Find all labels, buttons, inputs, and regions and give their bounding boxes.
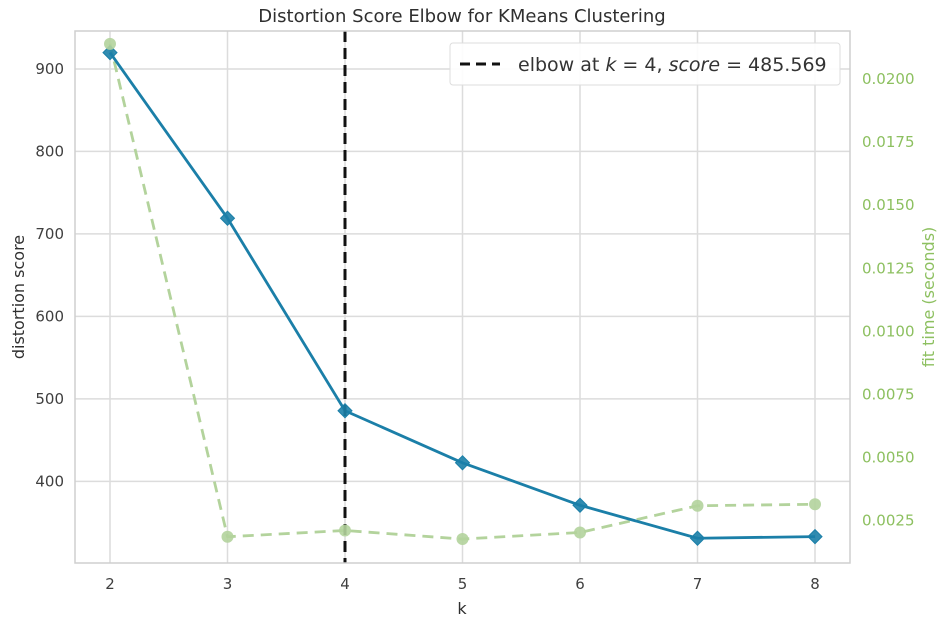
distortion-point	[219, 210, 236, 226]
y2-axis-label: fit time (seconds)	[919, 227, 938, 368]
legend: elbow at k = 4, score = 485.569	[449, 42, 841, 86]
y-tick-label: 500	[35, 390, 64, 408]
x-tick-label: 7	[693, 575, 703, 593]
legend-box	[449, 42, 841, 86]
y-axis-label: distortion score	[9, 235, 28, 359]
y-tick-label: 600	[35, 307, 64, 325]
fit-time-point	[104, 37, 116, 50]
distortion-point	[454, 455, 471, 471]
x-tick-label: 4	[340, 575, 350, 593]
legend-k-value: = 4,	[616, 54, 668, 76]
x-tick-label: 6	[575, 575, 585, 593]
distortion-point	[337, 403, 353, 419]
y2-tick-label: 0.0175	[862, 133, 915, 151]
x-tick-label: 8	[810, 575, 820, 593]
distortion-point	[689, 530, 706, 546]
plot-frame	[74, 30, 851, 564]
y-tick-label: 700	[35, 225, 64, 243]
y2-tick-label: 0.0050	[862, 448, 915, 466]
tick-labels: 2 3 4 5 6 7 8 400 500 600 700 800 900 0.0025 0.0050 0.0…	[35, 60, 914, 593]
y-tick-label: 400	[35, 472, 64, 490]
y2-tick-label: 0.0200	[862, 70, 915, 88]
distortion-point	[807, 528, 823, 545]
distortion-point	[572, 497, 588, 513]
y-tick-label: 900	[35, 60, 64, 78]
x-tick-label: 3	[223, 575, 233, 593]
legend-k-symbol: k	[605, 54, 617, 76]
legend-prefix: elbow at	[518, 54, 605, 76]
legend-score-value: = 485.569	[720, 54, 827, 76]
y2-tick-label: 0.0025	[862, 511, 915, 529]
fit-time-point	[221, 530, 234, 543]
x-axis-label: k	[457, 599, 467, 618]
distortion-point	[102, 44, 118, 61]
y2-tick-label: 0.0150	[862, 196, 915, 214]
fit-time-point	[809, 498, 821, 511]
y2-tick-label: 0.0075	[862, 385, 915, 403]
fit-time-point	[691, 499, 704, 512]
fit-time-point	[456, 533, 469, 546]
y2-tick-label: 0.0100	[862, 322, 915, 340]
legend-elbow-label: elbow at k = 4, score = 485.569	[518, 54, 827, 76]
fit-time-point	[339, 524, 351, 537]
y2-tick-label: 0.0125	[862, 259, 915, 277]
legend-score-symbol: score	[669, 54, 720, 76]
y-tick-label: 800	[35, 142, 64, 160]
chart-title: Distortion Score Elbow for KMeans Cluste…	[258, 6, 665, 27]
fit-time-point	[574, 526, 586, 539]
marker-layer	[102, 37, 823, 546]
x-tick-label: 5	[458, 575, 468, 593]
x-tick-label: 2	[105, 575, 115, 593]
